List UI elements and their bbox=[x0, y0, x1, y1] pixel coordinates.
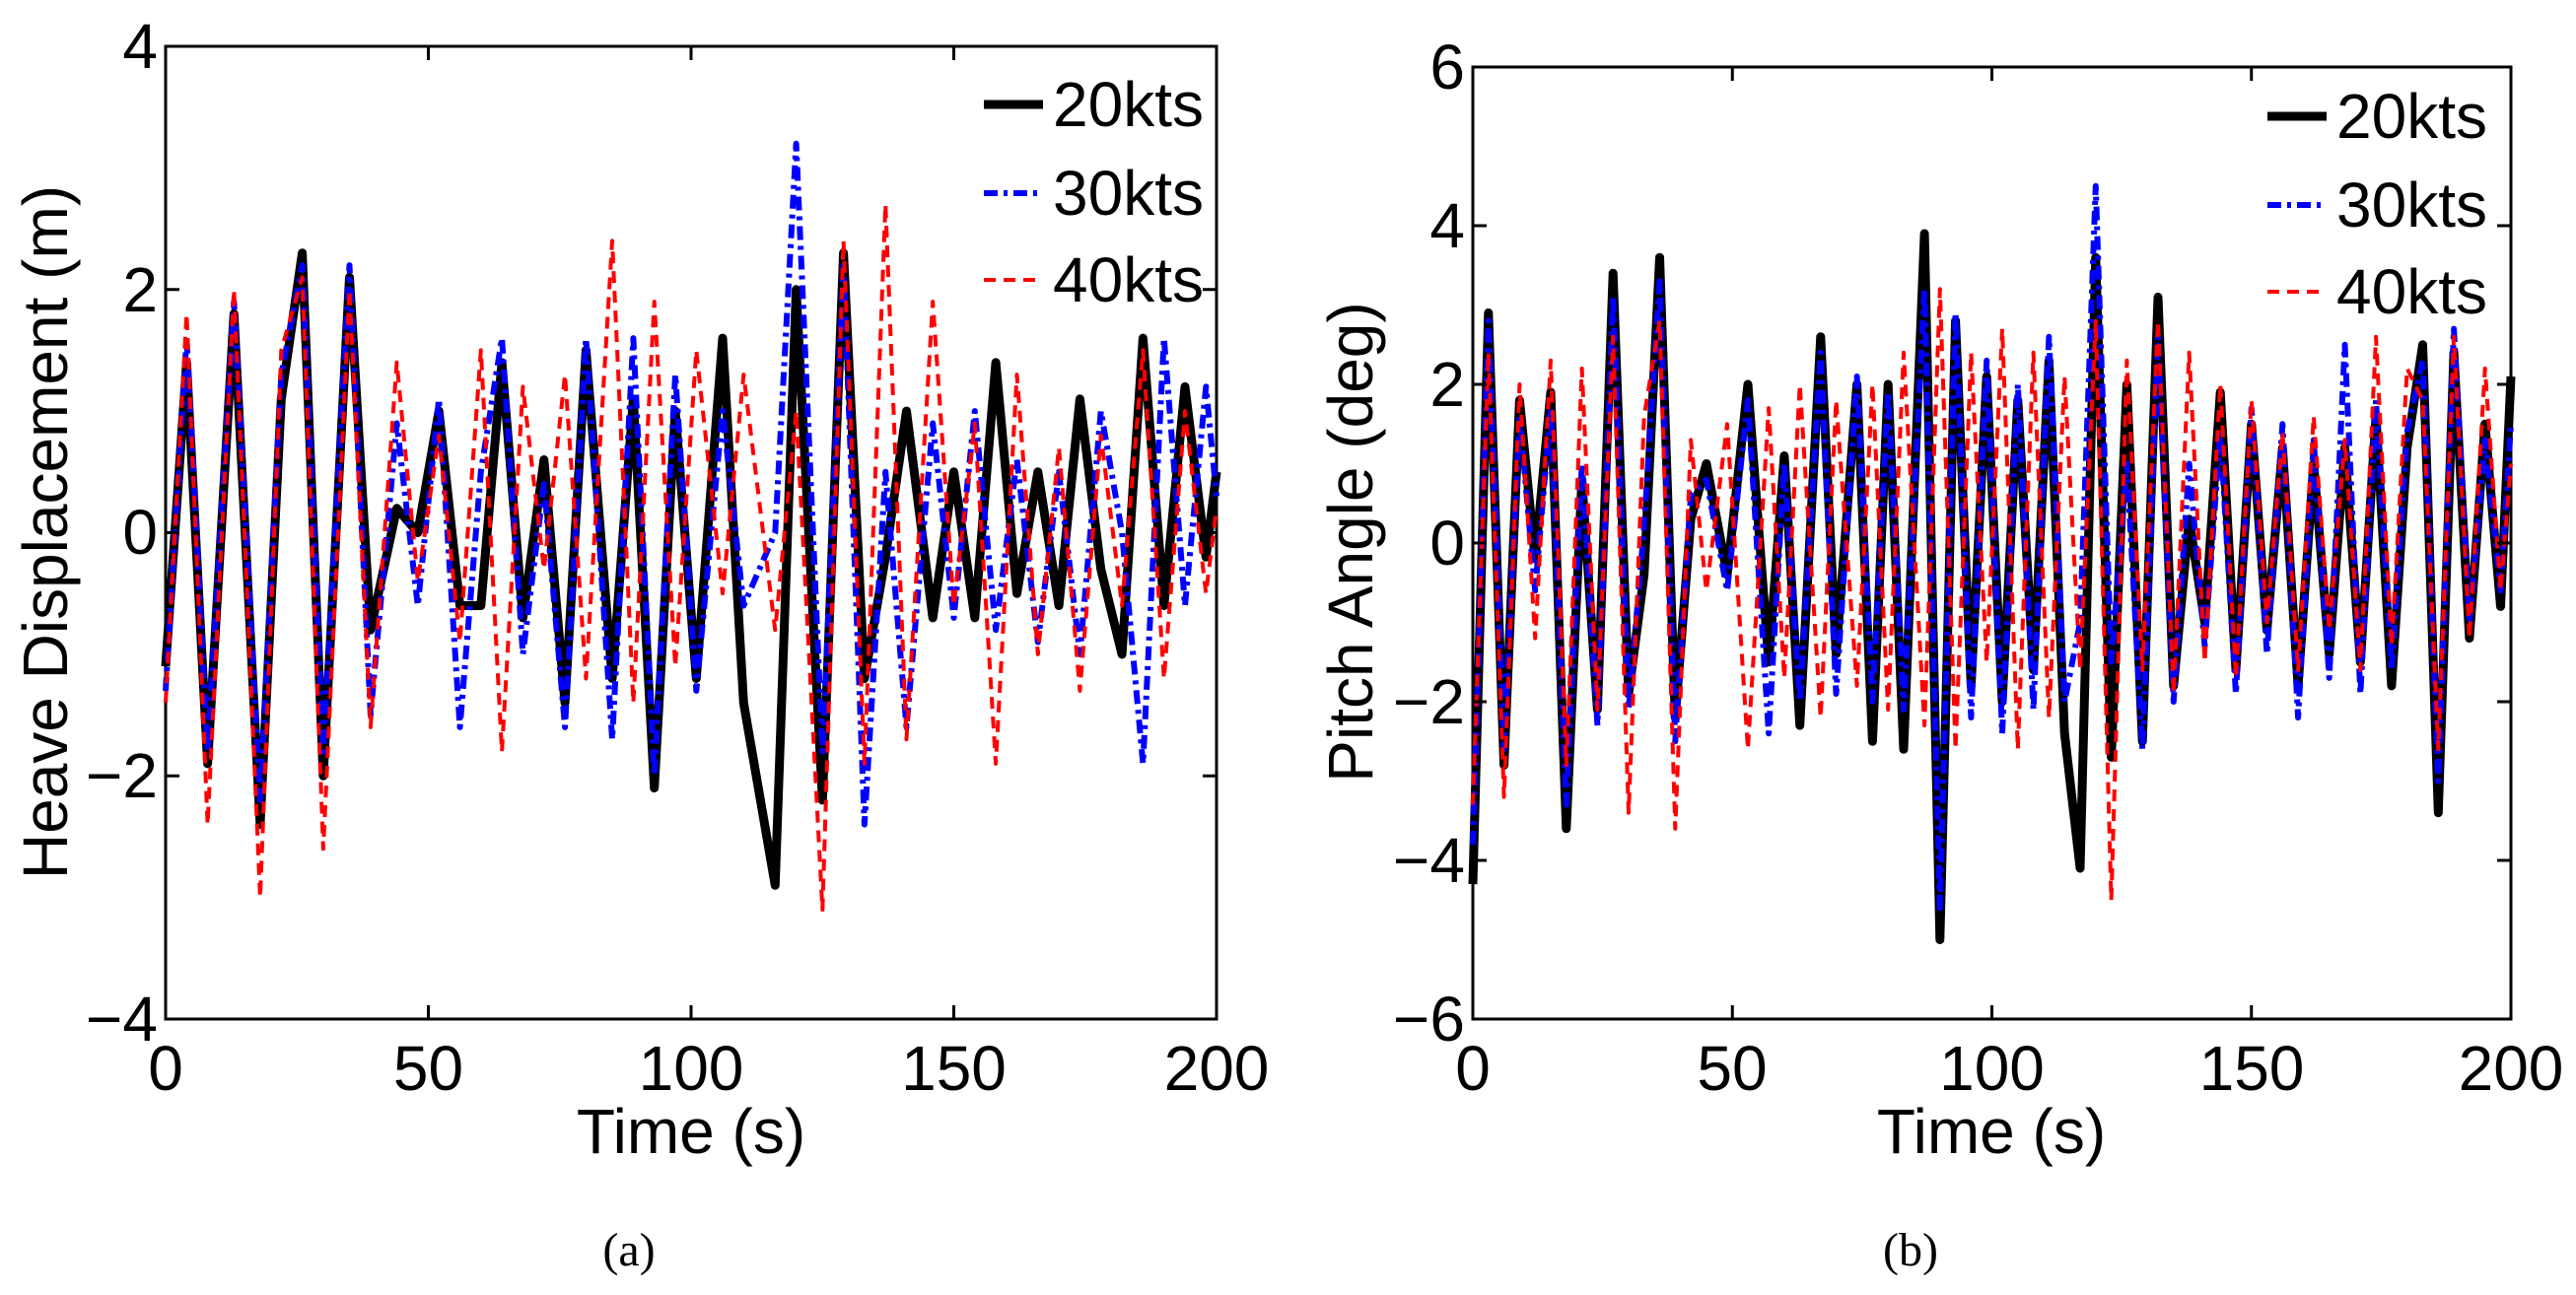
chart-a-xlabel: Time (s) bbox=[577, 1096, 805, 1167]
chart-a-xtick-label: 200 bbox=[1164, 1033, 1270, 1104]
chart-b-xtick-labels: 0 50 100 150 200 bbox=[1455, 1033, 2563, 1104]
chart-a-xtick-label: 150 bbox=[901, 1033, 1007, 1104]
chart-a-xtick-labels: 0 50 100 150 200 bbox=[148, 1033, 1269, 1104]
chart-a: 0 50 100 150 200 −4 −2 0 2 4 Time (s) He… bbox=[10, 11, 1269, 1276]
chart-a-legend-label-20kts: 20kts bbox=[1053, 69, 1204, 140]
chart-b-xtick-label: 150 bbox=[2199, 1033, 2305, 1104]
chart-a-ticks bbox=[164, 44, 1218, 1021]
chart-b-ytick-label: 6 bbox=[1429, 32, 1465, 102]
chart-b-ytick-label: −6 bbox=[1393, 984, 1465, 1055]
chart-b-legend-label-40kts: 40kts bbox=[2336, 256, 2487, 327]
chart-b-legend: 20kts 30kts 40kts bbox=[2267, 81, 2487, 327]
chart-a-xtick-label: 0 bbox=[148, 1033, 183, 1104]
chart-b-ytick-label: 2 bbox=[1429, 349, 1465, 420]
chart-b-ytick-labels: −6 −4 −2 0 2 4 6 bbox=[1393, 32, 1465, 1055]
chart-b-ytick-label: 0 bbox=[1429, 508, 1465, 579]
chart-a-series-30kts bbox=[163, 140, 1219, 828]
chart-b-ylabel: Pitch Angle (deg) bbox=[1315, 302, 1386, 782]
chart-b-ytick-label: 4 bbox=[1429, 190, 1465, 261]
chart-b-series-layer bbox=[1468, 182, 2516, 944]
chart-a-xtick-label: 50 bbox=[393, 1033, 463, 1104]
chart-a-legend-label-30kts: 30kts bbox=[1053, 158, 1204, 229]
chart-b-ytick-label: −2 bbox=[1393, 666, 1465, 737]
chart-a-ytick-label: 4 bbox=[122, 11, 158, 82]
chart-b-caption: (b) bbox=[1883, 1224, 1938, 1276]
chart-a-ytick-labels: −4 −2 0 2 4 bbox=[86, 11, 158, 1055]
chart-a-plot-frame bbox=[164, 44, 1218, 1021]
chart-b: 0 50 100 150 200 −6 −4 −2 0 2 4 6 Time (… bbox=[1315, 32, 2563, 1276]
chart-a-legend-label-40kts: 40kts bbox=[1053, 244, 1204, 315]
chart-b-legend-label-30kts: 30kts bbox=[2336, 170, 2487, 240]
chart-b-xtick-label: 50 bbox=[1697, 1033, 1767, 1104]
chart-a-xtick-label: 100 bbox=[639, 1033, 744, 1104]
chart-b-series-30kts bbox=[1470, 182, 2514, 912]
chart-b-xlabel: Time (s) bbox=[1877, 1096, 2106, 1167]
chart-a-ylabel: Heave Displacement (m) bbox=[10, 185, 81, 879]
chart-a-ytick-label: −4 bbox=[86, 984, 158, 1055]
chart-b-legend-label-20kts: 20kts bbox=[2336, 81, 2487, 152]
chart-a-series-layer bbox=[161, 140, 1221, 912]
chart-b-xtick-label: 100 bbox=[1939, 1033, 2045, 1104]
chart-b-xtick-label: 0 bbox=[1455, 1033, 1491, 1104]
chart-a-caption: (a) bbox=[602, 1224, 655, 1276]
chart-b-series-40kts bbox=[1471, 287, 2513, 903]
chart-a-ytick-label: 0 bbox=[122, 497, 158, 568]
chart-a-ytick-label: 2 bbox=[122, 254, 158, 325]
chart-a-ytick-label: −2 bbox=[86, 740, 158, 811]
chart-a-legend: 20kts 30kts 40kts bbox=[984, 69, 1204, 315]
chart-b-ticks bbox=[1471, 65, 2513, 1021]
chart-b-ytick-label: −4 bbox=[1393, 825, 1465, 896]
chart-b-xtick-label: 200 bbox=[2459, 1033, 2564, 1104]
